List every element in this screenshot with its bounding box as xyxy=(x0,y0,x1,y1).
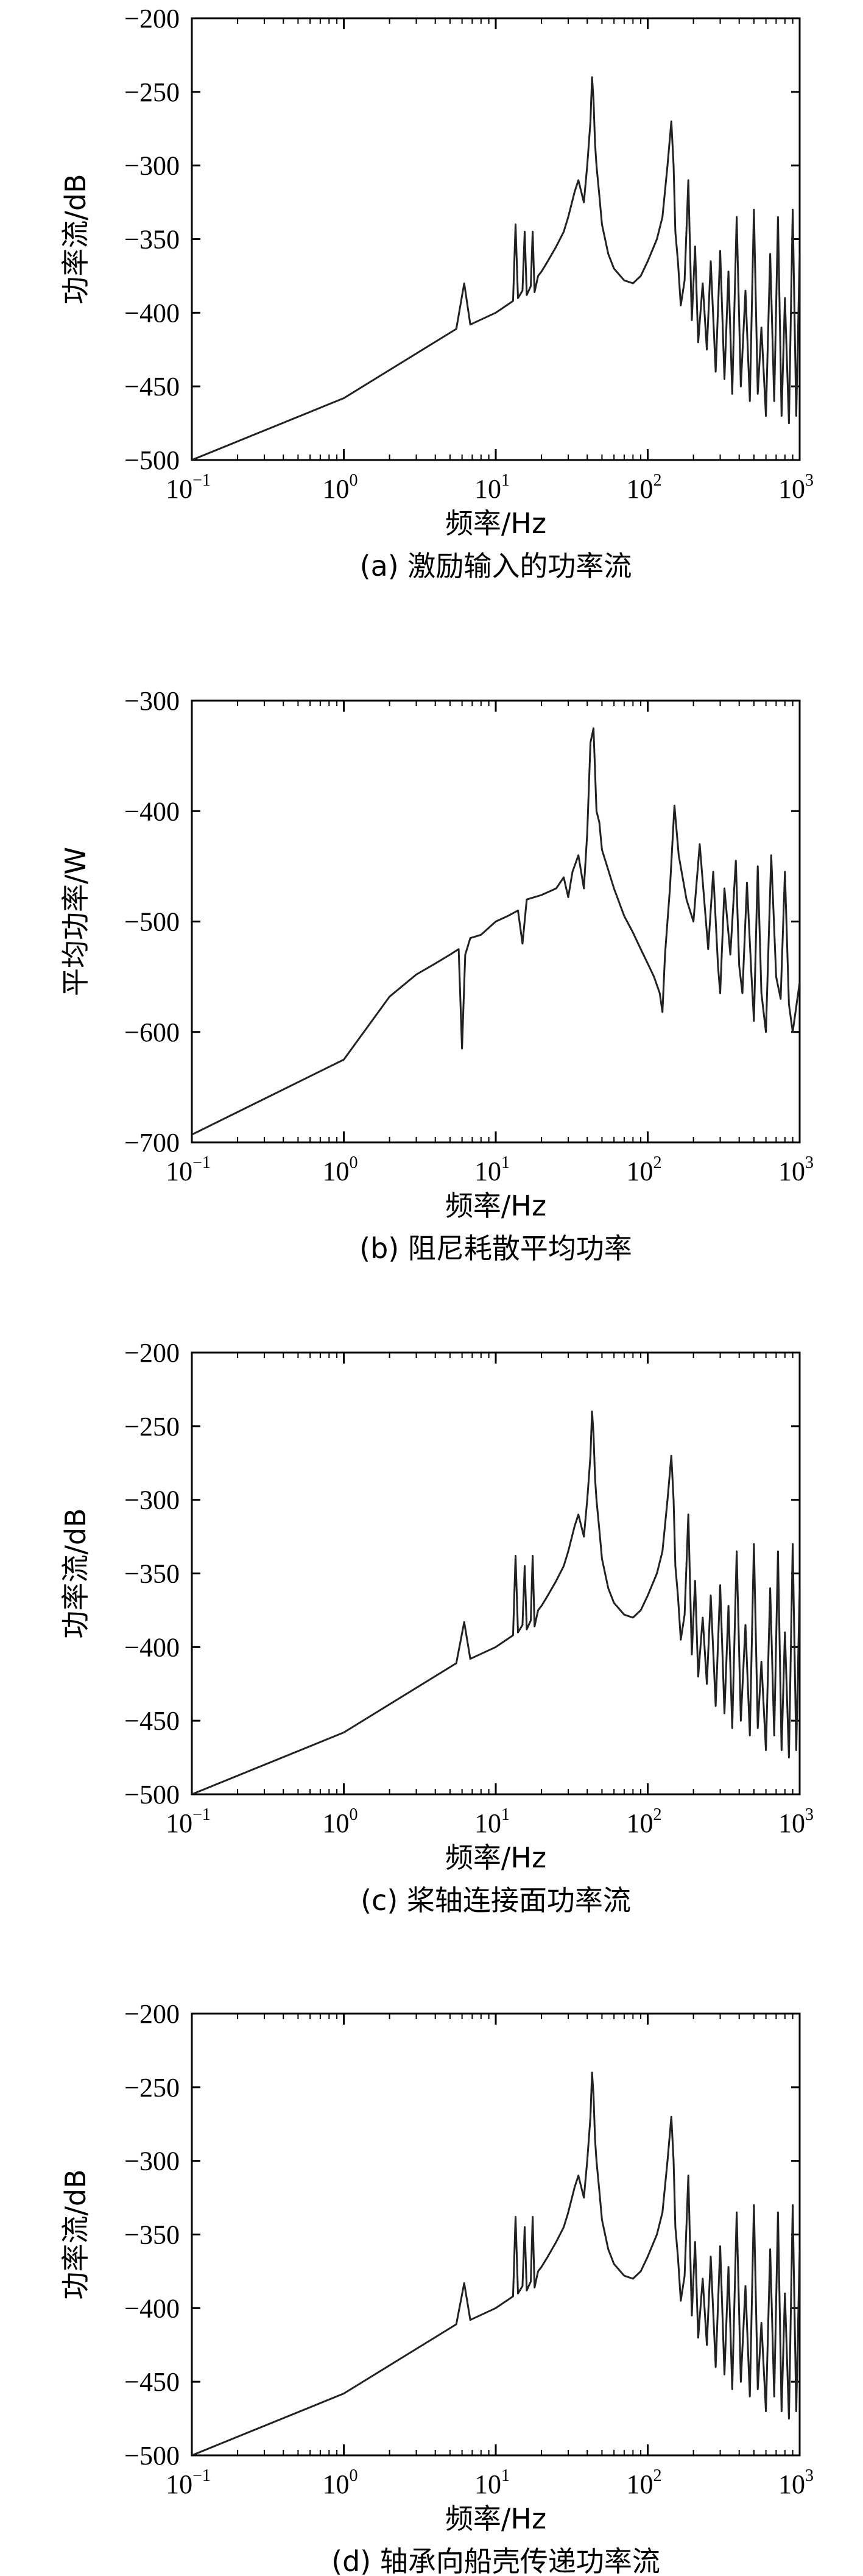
chart-caption: (c) 桨轴连接面功率流 xyxy=(361,1884,631,1917)
y-tick-label: −250 xyxy=(124,77,180,107)
y-tick-label: −400 xyxy=(124,298,180,328)
y-tick-label: −300 xyxy=(124,1485,180,1515)
x-tick-label: 10−1 xyxy=(166,1153,211,1186)
x-tick-label: 100 xyxy=(323,2466,358,2499)
y-tick-label: −300 xyxy=(124,151,180,181)
plot-frame xyxy=(191,2012,801,2457)
series-line xyxy=(192,727,800,1136)
x-tick-label: 103 xyxy=(778,471,814,504)
y-tick-label: −450 xyxy=(124,2367,180,2397)
x-axis-label: 频率/Hz xyxy=(445,1841,546,1874)
x-tick-label: 10−1 xyxy=(166,471,211,504)
x-tick-label: 100 xyxy=(323,471,358,504)
y-tick-label: −500 xyxy=(124,2441,180,2471)
y-tick-label: −700 xyxy=(124,1128,180,1158)
y-axis-label: 功率流/dB xyxy=(59,174,92,304)
y-tick-label: −300 xyxy=(124,2146,180,2176)
y-tick-label: −400 xyxy=(124,796,180,826)
y-tick-label: −500 xyxy=(124,445,180,475)
x-tick-label: 101 xyxy=(474,2466,510,2499)
chart-caption: (a) 激励输入的功率流 xyxy=(360,550,632,582)
series-line xyxy=(192,76,800,460)
y-axis-label: 功率流/dB xyxy=(59,1508,92,1638)
x-tick-label: 102 xyxy=(627,1153,662,1186)
x-tick-label: 101 xyxy=(474,1805,510,1838)
series-line xyxy=(192,2072,800,2455)
x-tick-label: 103 xyxy=(778,2466,814,2499)
x-axis-label: 频率/Hz xyxy=(445,2502,546,2535)
y-tick-label: −350 xyxy=(124,2220,180,2250)
y-tick-label: −450 xyxy=(124,372,180,402)
x-tick-label: 103 xyxy=(778,1805,814,1838)
series-line xyxy=(192,1410,800,1794)
x-tick-label: 101 xyxy=(474,471,510,504)
x-tick-label: 101 xyxy=(474,1153,510,1186)
y-axis-label: 功率流/dB xyxy=(59,2169,92,2299)
y-tick-label: −250 xyxy=(124,1412,180,1442)
y-tick-label: −200 xyxy=(124,4,180,34)
x-axis-label: 频率/Hz xyxy=(445,1189,546,1222)
y-tick-label: −350 xyxy=(124,1559,180,1589)
y-tick-label: −500 xyxy=(124,907,180,937)
x-tick-label: 102 xyxy=(627,471,662,504)
x-tick-label: 102 xyxy=(627,1805,662,1838)
y-tick-label: −400 xyxy=(124,1632,180,1662)
y-tick-label: −450 xyxy=(124,1706,180,1736)
x-tick-label: 10−1 xyxy=(166,2466,211,2499)
x-tick-label: 100 xyxy=(323,1805,358,1838)
x-tick-label: 103 xyxy=(778,1153,814,1186)
x-tick-label: 10−1 xyxy=(166,1805,211,1838)
plot-frame xyxy=(191,1351,801,1796)
x-tick-label: 102 xyxy=(627,2466,662,2499)
plot-frame xyxy=(191,17,801,461)
x-tick-label: 100 xyxy=(323,1153,358,1186)
y-tick-label: −400 xyxy=(124,2293,180,2323)
x-axis-label: 频率/Hz xyxy=(445,507,546,540)
y-tick-label: −600 xyxy=(124,1017,180,1047)
y-tick-label: −500 xyxy=(124,1780,180,1810)
chart-caption: (d) 轴承向船壳传递功率流 xyxy=(331,2545,660,2576)
y-tick-label: −350 xyxy=(124,225,180,255)
y-tick-label: −200 xyxy=(124,1338,180,1368)
y-tick-label: −300 xyxy=(124,686,180,716)
y-axis-label: 平均功率/W xyxy=(59,847,92,996)
y-tick-label: −200 xyxy=(124,1999,180,2029)
y-tick-label: −250 xyxy=(124,2073,180,2103)
chart-caption: (b) 阻尼耗散平均功率 xyxy=(359,1232,632,1265)
